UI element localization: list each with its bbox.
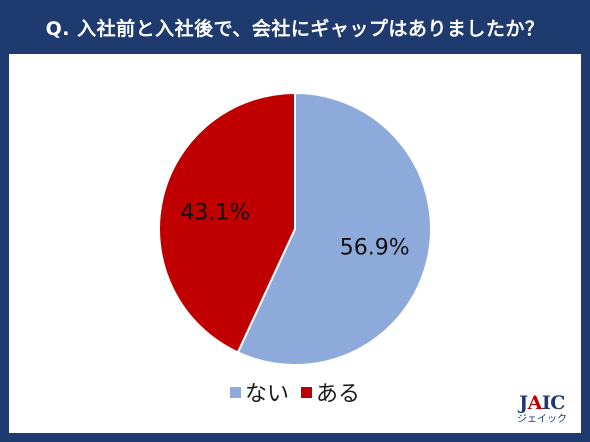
legend-item-nai: ない <box>229 376 289 408</box>
legend-item-aru: ある <box>301 376 360 408</box>
legend-swatch-nai <box>229 386 241 398</box>
pie-data-label-1: 43.1% <box>180 200 250 225</box>
chart-title: Q. 入社前と入社後で、会社にギャップはありましたか？ <box>45 18 545 40</box>
pie-slices <box>158 91 432 366</box>
logo-subtitle: ジェイック <box>517 414 567 425</box>
chart-legend: ない ある <box>9 376 581 408</box>
pie-labels: 56.9% 43.1% <box>180 200 409 260</box>
pie-slice-0 <box>236 91 432 366</box>
legend-label-nai: ない <box>244 382 289 407</box>
pie-data-label-0: 56.9% <box>340 236 410 261</box>
jaic-logo: JAIC ジェイック <box>517 394 567 425</box>
chart-panel: 56.9% 43.1% ない ある JAIC ジェイック <box>9 54 581 433</box>
legend-label-aru: ある <box>316 382 361 407</box>
legend-swatch-aru <box>301 386 312 398</box>
pie-chart: 56.9% 43.1% <box>158 91 432 366</box>
pie-slice-1 <box>158 91 296 354</box>
logo-wordmark: JAIC <box>519 392 565 414</box>
